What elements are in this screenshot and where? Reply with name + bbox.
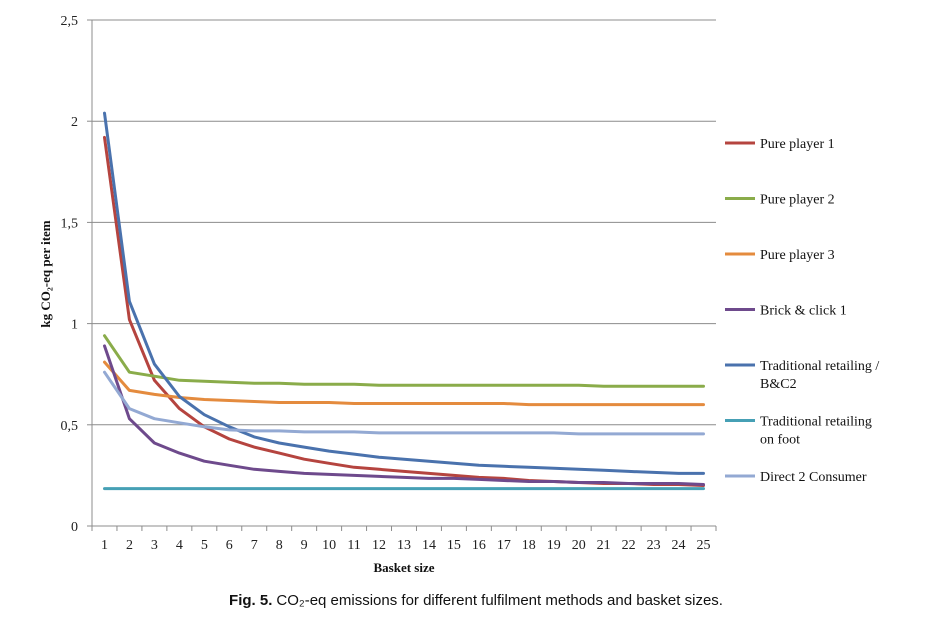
series-line-pure-player-3 (103, 360, 705, 407)
y-tick-label: 2,5 (61, 14, 79, 29)
x-tick-label: 1 (101, 538, 108, 553)
x-tick-label: 16 (472, 538, 486, 553)
legend-label: B&C2 (760, 377, 797, 392)
legend-label: Brick & click 1 (760, 304, 847, 319)
x-tick-label: 23 (647, 538, 661, 553)
x-tick-label: 4 (176, 538, 183, 553)
x-tick-label: 15 (447, 538, 461, 553)
legend-label: Pure player 2 (760, 193, 835, 208)
y-axis-title: kg CO₂-eq per item (38, 220, 53, 327)
x-tick-label: 17 (497, 538, 511, 553)
legend: Pure player 1 Pure player 2 Pure player 3 B… (725, 137, 879, 485)
x-axis-title: Basket size (373, 560, 434, 575)
x-tick-label: 24 (672, 538, 686, 553)
caption-label: Fig. 5. (229, 592, 273, 609)
x-tick-label: 10 (322, 538, 336, 553)
legend-label: Direct 2 Consumer (760, 470, 867, 485)
y-tick-labels: 0 0,5 1 1,5 2 2,5 (61, 14, 79, 535)
x-tick-label: 22 (622, 538, 636, 553)
x-tick-label: 19 (547, 538, 561, 553)
y-tick-label: 2 (71, 115, 78, 130)
line-chart: 00,511,522,5 1 2 3 4 5 6 7 8 9 10 11 12 13 14 15 16 17 18… (38, 14, 879, 575)
legend-label: Traditional retailing / (760, 359, 879, 374)
x-tick-label: 3 (151, 538, 158, 553)
series-line-brick-click-1 (103, 344, 705, 486)
x-tick-label: 9 (301, 538, 308, 553)
x-tick-label: 11 (347, 538, 360, 553)
x-tick-label: 13 (397, 538, 411, 553)
caption-text: CO₂-eq emissions for different fulfilmen… (276, 592, 723, 609)
figure-caption: Fig. 5. CO₂-eq emissions for different fu… (0, 592, 952, 609)
x-tick-label: 8 (276, 538, 283, 553)
legend-label: Pure player 3 (760, 248, 835, 263)
legend-label: on foot (760, 433, 800, 448)
gridlines (92, 19, 716, 426)
y-tick-label: 0 (71, 520, 78, 535)
legend-label: Pure player 1 (760, 137, 835, 152)
axes (87, 19, 717, 531)
y-tick-label: 1 (71, 318, 78, 333)
series-line-pure-player-2 (103, 334, 705, 388)
x-tick-label: 21 (597, 538, 611, 553)
y-tick-label: 0,5 (61, 419, 79, 434)
x-tick-label: 20 (572, 538, 586, 553)
x-tick-label: 14 (422, 538, 436, 553)
x-tick-label: 18 (522, 538, 536, 553)
x-tick-label: 5 (201, 538, 208, 553)
x-tick-label: 2 (126, 538, 133, 553)
x-tick-labels: 1 2 3 4 5 6 7 8 9 10 11 12 13 14 15 16 17 18 19 20 21 22 23 24 2… (101, 538, 711, 553)
legend-label: Traditional retailing (760, 415, 872, 430)
series-lines (103, 111, 705, 491)
x-tick-label: 6 (226, 538, 233, 553)
series-line-direct-2-consumer (103, 370, 705, 436)
x-tick-label: 12 (372, 538, 386, 553)
y-tick-label: 1,5 (61, 216, 79, 231)
series-line-traditional-retailing-b-c2 (103, 111, 705, 475)
x-tick-label: 25 (697, 538, 711, 553)
x-tick-label: 7 (251, 538, 258, 553)
